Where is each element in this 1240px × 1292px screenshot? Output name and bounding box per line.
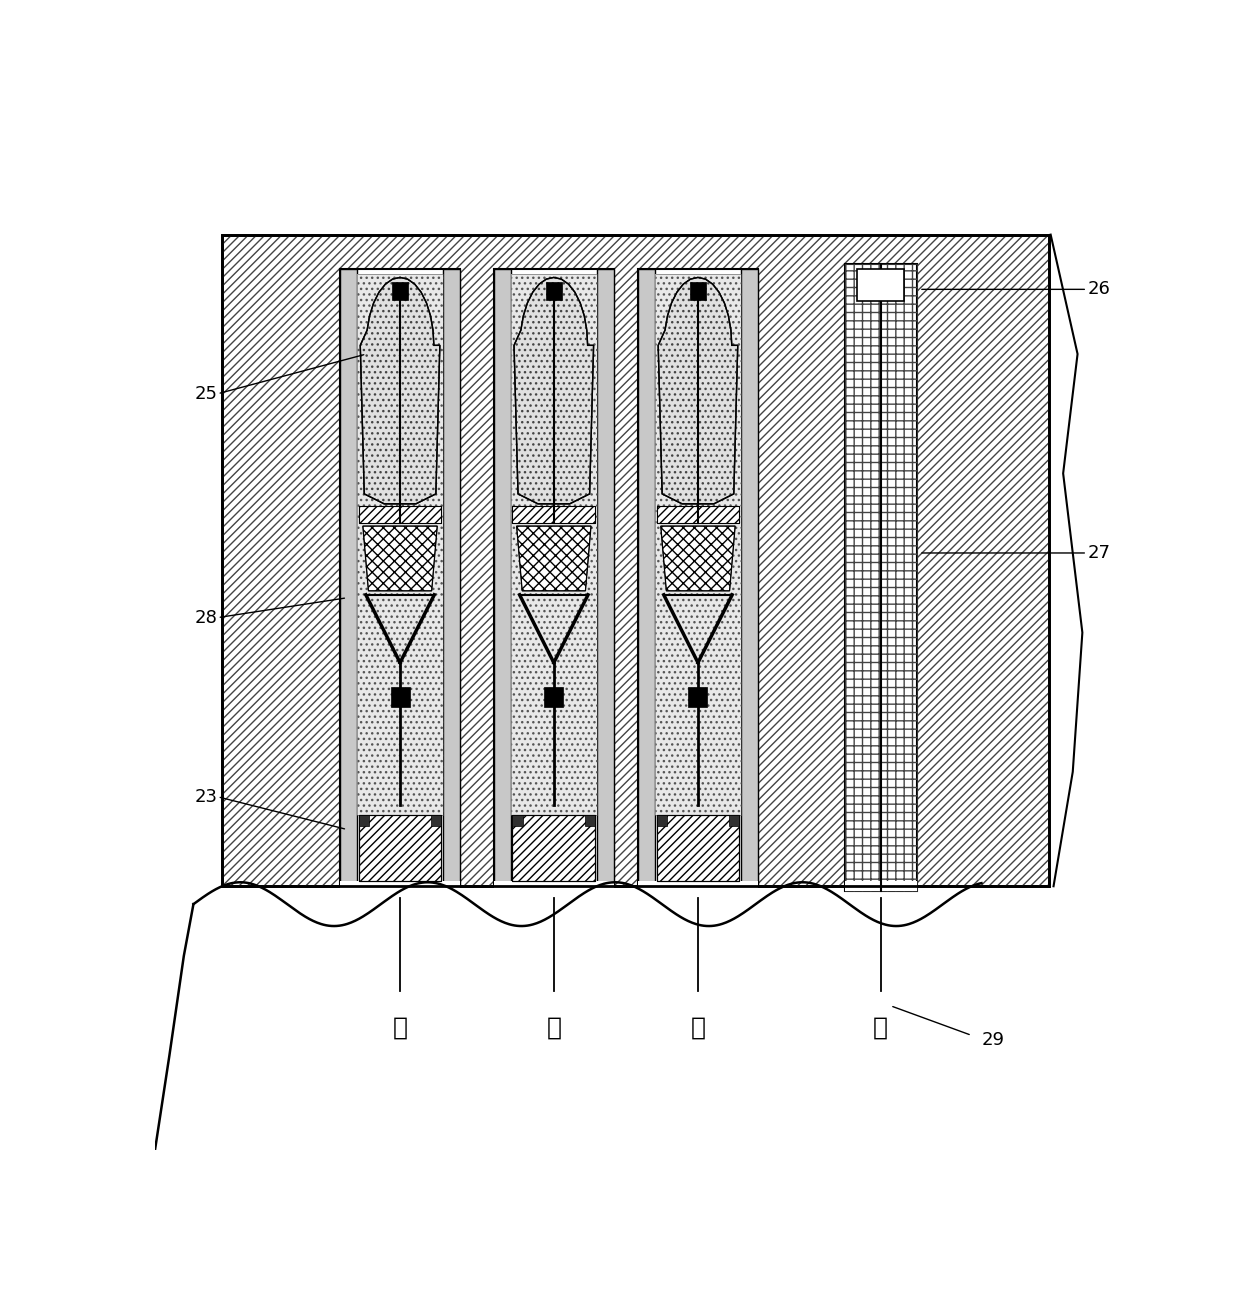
Text: 四: 四 bbox=[393, 1016, 408, 1040]
Polygon shape bbox=[596, 270, 614, 886]
Polygon shape bbox=[512, 506, 595, 523]
Polygon shape bbox=[655, 274, 742, 815]
Text: 一: 一 bbox=[873, 1016, 888, 1040]
Bar bbox=[512, 815, 523, 827]
Polygon shape bbox=[657, 815, 739, 881]
Bar bbox=[729, 815, 739, 827]
Polygon shape bbox=[637, 270, 655, 886]
Bar bbox=[358, 815, 370, 827]
Bar bbox=[585, 815, 595, 827]
Bar bbox=[657, 815, 667, 827]
Polygon shape bbox=[511, 274, 596, 815]
Polygon shape bbox=[363, 526, 438, 590]
Polygon shape bbox=[340, 270, 460, 886]
Polygon shape bbox=[361, 278, 440, 504]
Polygon shape bbox=[494, 881, 614, 891]
Polygon shape bbox=[517, 526, 591, 590]
Polygon shape bbox=[357, 274, 444, 815]
Bar bbox=[432, 815, 441, 827]
Polygon shape bbox=[358, 815, 441, 881]
Polygon shape bbox=[637, 270, 758, 886]
Bar bbox=[857, 270, 904, 301]
Bar bbox=[392, 283, 408, 300]
Text: 29: 29 bbox=[982, 1031, 1004, 1049]
Polygon shape bbox=[512, 815, 595, 881]
Polygon shape bbox=[637, 881, 758, 891]
Polygon shape bbox=[661, 526, 735, 590]
Polygon shape bbox=[494, 270, 511, 886]
Polygon shape bbox=[340, 270, 357, 886]
Bar bbox=[391, 687, 409, 707]
Polygon shape bbox=[844, 881, 916, 891]
Polygon shape bbox=[358, 506, 441, 523]
Bar bbox=[544, 687, 563, 707]
Polygon shape bbox=[340, 881, 460, 891]
Bar bbox=[688, 687, 708, 707]
Text: 28: 28 bbox=[195, 609, 217, 627]
Text: 23: 23 bbox=[195, 788, 217, 806]
Text: 二: 二 bbox=[691, 1016, 706, 1040]
Polygon shape bbox=[444, 270, 460, 886]
Text: 27: 27 bbox=[1087, 544, 1110, 562]
Polygon shape bbox=[222, 235, 1049, 886]
Polygon shape bbox=[658, 278, 738, 504]
Text: 三: 三 bbox=[547, 1016, 562, 1040]
Polygon shape bbox=[515, 278, 594, 504]
Polygon shape bbox=[657, 506, 739, 523]
Polygon shape bbox=[742, 270, 758, 886]
Text: 26: 26 bbox=[1087, 280, 1110, 298]
Text: 25: 25 bbox=[195, 385, 217, 403]
Polygon shape bbox=[844, 265, 916, 891]
Polygon shape bbox=[494, 270, 614, 886]
Bar bbox=[691, 283, 706, 300]
Bar bbox=[546, 283, 562, 300]
